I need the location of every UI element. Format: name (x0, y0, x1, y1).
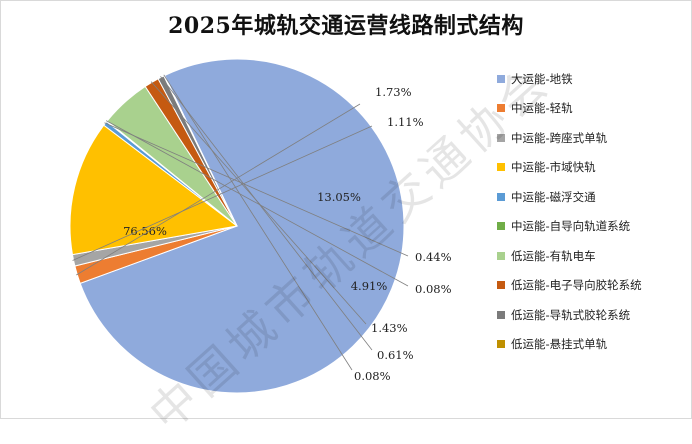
legend-swatch (497, 133, 505, 142)
legend-label: 低运能-有轨电车 (511, 248, 596, 263)
legend-label: 低运能-悬挂式单轨 (511, 337, 608, 351)
legend-item: 中运能-自导向轨道系统 (497, 219, 642, 233)
chart-title: 2025年城轨交通运营线路制式结构 (168, 13, 524, 39)
legend-label: 大运能-地铁 (511, 71, 573, 86)
legend-swatch (497, 310, 505, 319)
legend-swatch (497, 74, 505, 83)
legend-swatch (497, 251, 505, 260)
pie-chart: 76.56% 1.73% 1.11% 13.05% 0.44% 0.08% 4.91% 1.4… (69, 58, 452, 394)
pie-slice (79, 58, 405, 394)
legend-label: 低运能-电子导向胶轮系统 (511, 278, 642, 292)
slice-data-label: 1.43% (371, 321, 408, 335)
slice-data-label: 1.73% (375, 85, 412, 99)
legend-item: 中运能-轻轨 (497, 101, 642, 115)
legend-swatch (497, 281, 505, 289)
legend-item: 大运能-地铁 (497, 71, 642, 86)
legend-label: 中运能-磁浮交通 (511, 189, 596, 204)
slice-data-label: 0.08% (354, 369, 391, 383)
slice-data-label: 0.61% (377, 348, 414, 362)
slice-data-label: 1.11% (387, 115, 424, 129)
legend-item: 低运能-悬挂式单轨 (497, 337, 642, 351)
legend-item: 中运能-跨座式单轨 (497, 130, 642, 145)
legend-label: 中运能-轻轨 (511, 101, 573, 115)
legend-item: 中运能-磁浮交通 (497, 189, 642, 204)
legend-swatch (497, 163, 505, 171)
pie-slice (69, 124, 239, 256)
leader-line (104, 122, 409, 257)
legend-item: 低运能-导轨式胶轮系统 (497, 307, 642, 322)
legend-item: 低运能-有轨电车 (497, 248, 642, 263)
legend-label: 中运能-自导向轨道系统 (511, 219, 631, 233)
legend-swatch (497, 340, 505, 348)
leader-line (106, 120, 409, 287)
legend-swatch (497, 104, 505, 112)
leader-line (72, 125, 373, 261)
leader-line (163, 74, 353, 371)
legend-label: 中运能-跨座式单轨 (511, 130, 608, 145)
chart-legend: 大运能-地铁 中运能-轻轨 中运能-跨座式单轨 中运能-市域快轨 中运能-磁浮交… (497, 72, 642, 367)
slice-data-label: 4.91% (351, 279, 388, 293)
slice-data-label: 0.44% (415, 250, 452, 264)
leader-line (76, 103, 361, 276)
legend-label: 低运能-导轨式胶轮系统 (511, 307, 631, 322)
legend-label: 中运能-市域快轨 (511, 160, 596, 174)
legend-swatch (497, 222, 505, 230)
slice-data-label: 13.05% (317, 190, 361, 204)
slice-data-label: 76.56% (123, 224, 167, 238)
legend-swatch (497, 192, 505, 201)
legend-item: 中运能-市域快轨 (497, 160, 642, 174)
leader-line (160, 76, 373, 351)
slice-data-label: 0.08% (415, 282, 452, 296)
legend-item: 低运能-电子导向胶轮系统 (497, 278, 642, 292)
